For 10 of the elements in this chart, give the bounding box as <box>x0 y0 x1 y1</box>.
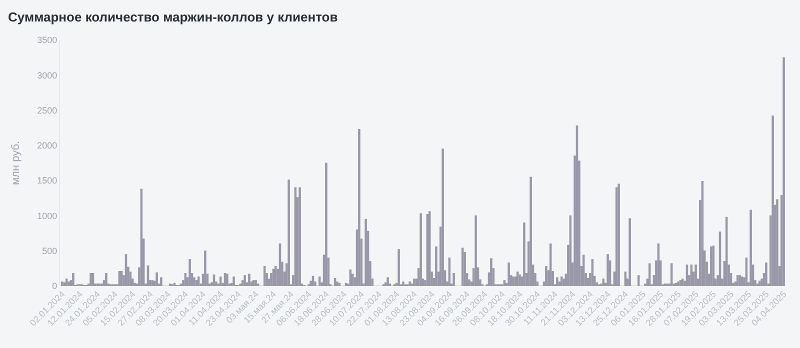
y-tick-label: 3500 <box>37 35 58 46</box>
chart-title: Суммарное количество маржин-коллов у клиентов <box>8 9 338 24</box>
y-tick-label: 500 <box>42 246 58 256</box>
y-tick-label: 1500 <box>37 176 58 186</box>
y-tick-label: 0 <box>52 281 58 292</box>
y-axis-title: млн руб. <box>10 140 22 186</box>
y-tick-label: 3000 <box>37 70 58 80</box>
y-tick-label: 2500 <box>37 105 58 116</box>
y-tick-label: 2000 <box>37 140 58 151</box>
y-tick-label: 1000 <box>37 210 58 221</box>
